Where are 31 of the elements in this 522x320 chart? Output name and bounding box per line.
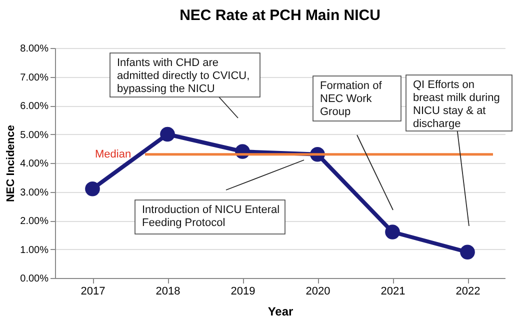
x-tick-label: 2021: [380, 286, 406, 298]
x-tick-label: 2018: [156, 286, 180, 298]
callout: Infants with CHD are admitted directly to CVICU, bypassing the NICU: [110, 52, 260, 118]
y-axis-title: NEC Incidence: [5, 124, 18, 202]
annotation: Introduction of NICU Enteral Feeding Protocol: [142, 204, 280, 229]
x-tick-label: 2019: [230, 286, 256, 298]
y-tick-label: 2.00%: [20, 216, 49, 227]
point: [460, 244, 475, 260]
ref-line-label: Median: [95, 148, 132, 160]
x-axis-title: Year: [268, 304, 294, 318]
x-tick-label: 2017: [80, 286, 106, 298]
point: [85, 181, 100, 196]
callout: Formation of NEC Work Group: [312, 76, 402, 210]
point: [385, 224, 400, 240]
y-tick-label: 4.00%: [20, 158, 49, 170]
point: [160, 126, 175, 142]
x-tick-label: 2020: [306, 286, 330, 298]
annotation: Formation of NEC Work Group: [320, 80, 383, 118]
annotation: Infants with CHD are admitted directly to CVICU, bypassing the NICU: [117, 57, 250, 95]
annotation: QI Efforts on breast milk during NICU stay & at discharge: [413, 79, 500, 130]
y-tick-label: 7.00%: [20, 72, 49, 84]
callout: Introduction of NICU Enteral Feeding Protocol: [134, 160, 304, 234]
x-tick-label: 2022: [456, 286, 480, 298]
y-tick-label: 0.00%: [20, 274, 49, 284]
y-tick-label: 3.00%: [20, 187, 49, 198]
callout: QI Efforts on breast milk during NICU stay & at discharge: [406, 74, 512, 226]
y-tick-label: 6.00%: [20, 101, 49, 112]
y-tick-label: 1.00%: [20, 244, 49, 256]
y-tick-label: 8.00%: [20, 44, 49, 54]
y-tick-label: 5.00%: [20, 130, 49, 141]
chart-title: NEC Rate at PCH Main NICU: [180, 7, 380, 24]
